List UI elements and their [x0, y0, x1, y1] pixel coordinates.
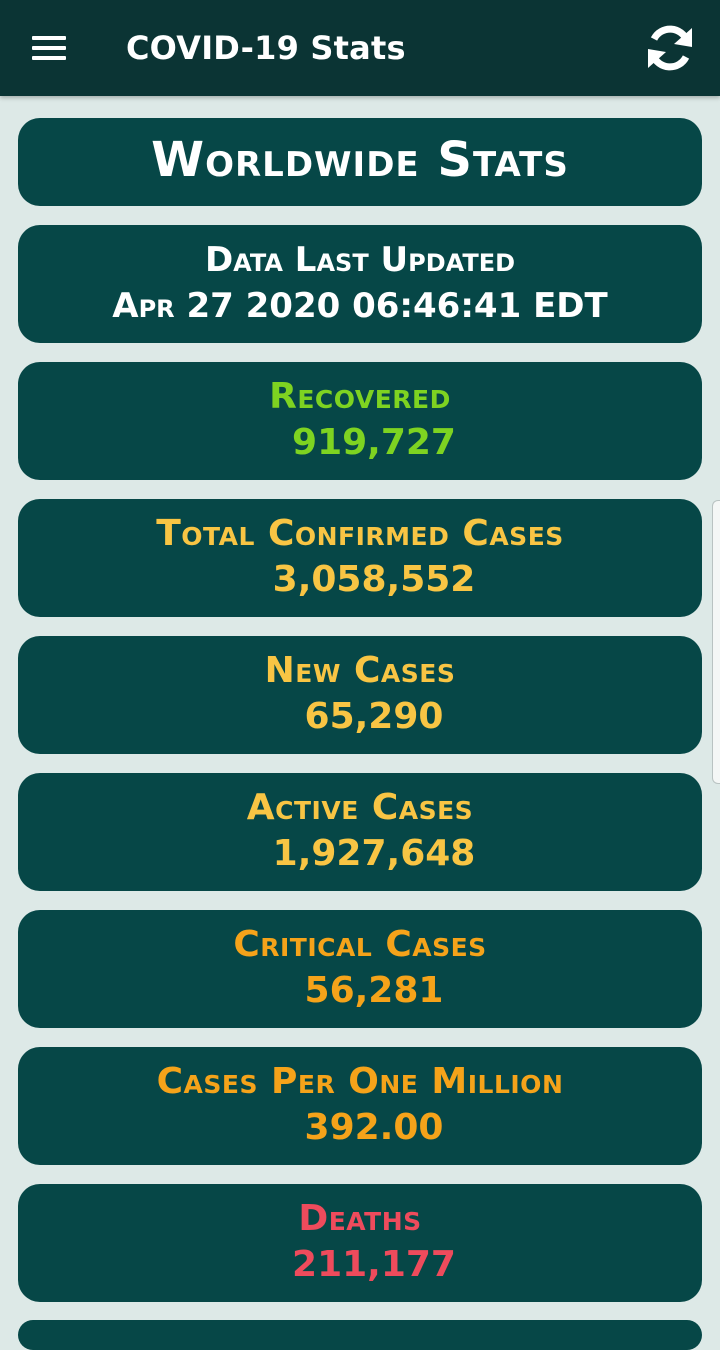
- last-updated-label: Data Last Updated: [204, 240, 516, 280]
- stat-card-new-cases: New Cases 65,290: [18, 636, 702, 754]
- stat-card-cases-per-million: Cases Per One Million 392.00: [18, 1047, 702, 1165]
- stat-card-deaths: Deaths 211,177: [18, 1184, 702, 1302]
- stat-label: Recovered: [269, 376, 451, 417]
- stat-label: Active Cases: [246, 787, 474, 828]
- stat-label: New Cases: [264, 650, 456, 691]
- menu-icon-bar-bottom: [32, 56, 66, 60]
- menu-icon-bar-middle: [32, 46, 66, 50]
- next-card-partial: [18, 1320, 702, 1350]
- page-title: Worldwide Stats: [151, 132, 569, 188]
- stat-value: 392.00: [304, 1107, 444, 1148]
- worldwide-title-card: Worldwide Stats: [18, 118, 702, 206]
- stat-value: 211,177: [292, 1244, 456, 1285]
- stat-card-total-confirmed: Total Confirmed Cases 3,058,552: [18, 499, 702, 617]
- stats-list: Worldwide Stats Data Last Updated Apr 27…: [18, 118, 702, 1321]
- last-updated-card: Data Last Updated Apr 27 2020 06:46:41 E…: [18, 225, 702, 343]
- stat-card-recovered: Recovered 919,727: [18, 362, 702, 480]
- stat-value: 1,927,648: [272, 833, 476, 874]
- stat-value: 65,290: [304, 696, 444, 737]
- menu-icon-bar-top: [32, 36, 66, 40]
- stat-card-active-cases: Active Cases 1,927,648: [18, 773, 702, 891]
- menu-button[interactable]: [22, 26, 78, 70]
- scrollbar[interactable]: [712, 500, 720, 784]
- app-title: COVID-19 Stats: [126, 29, 406, 67]
- refresh-icon: [648, 25, 692, 71]
- stat-label: Deaths: [298, 1198, 422, 1239]
- stat-label: Critical Cases: [233, 924, 487, 965]
- stat-value: 919,727: [292, 422, 456, 463]
- app-bar: COVID-19 Stats: [0, 0, 720, 96]
- stat-label: Cases Per One Million: [156, 1061, 564, 1102]
- stat-label: Total Confirmed Cases: [156, 513, 564, 554]
- stat-value: 56,281: [304, 970, 444, 1011]
- refresh-button[interactable]: [640, 18, 700, 78]
- stat-card-critical-cases: Critical Cases 56,281: [18, 910, 702, 1028]
- stat-value: 3,058,552: [272, 559, 476, 600]
- last-updated-value: Apr 27 2020 06:46:41 EDT: [112, 286, 608, 326]
